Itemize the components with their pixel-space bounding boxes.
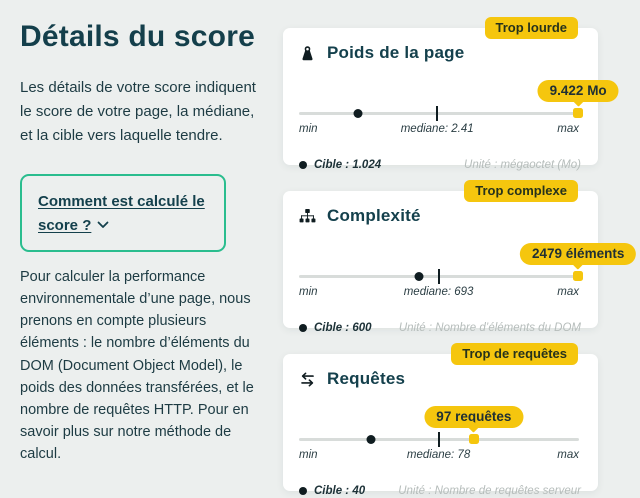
min-label: min [299, 286, 318, 298]
max-label: max [557, 123, 579, 135]
gauge-labels: min mediane: 78 max [299, 449, 581, 464]
mediane-label: mediane: 693 [403, 286, 474, 298]
status-badge: Trop complexe [464, 180, 578, 202]
card-title: Complexité [327, 206, 421, 225]
mediane-label: mediane: 2.41 [400, 123, 474, 135]
mediane-label: mediane: 78 [406, 449, 471, 461]
value-bubble: 2479 éléments [520, 243, 637, 265]
min-label: min [299, 449, 318, 461]
card-page-weight: Trop lourde Poids de la page 9.422 Mo mi… [283, 17, 619, 171]
value-bubble: 9.422 Mo [537, 80, 619, 102]
card-header: Requêtes [299, 369, 581, 389]
page-title: Détails du score [20, 20, 255, 53]
cible-dot-icon [299, 487, 307, 495]
how-score-calculated-button[interactable]: Comment est calculé le score ? [20, 174, 226, 253]
page-weight-gauge: 9.422 Mo [299, 80, 619, 121]
min-label: min [299, 123, 318, 135]
cible-label: Cible : 600 [299, 322, 372, 334]
cible-label: Cible : 1.024 [299, 159, 381, 171]
left-panel: Détails du score Les détails de votre sc… [20, 18, 268, 498]
card-requests: Trop de requêtes Requêtes 97 requêtes mi… [283, 343, 598, 497]
card-footer: Cible : 1.024 Unité : mégaoctet (Mo) [299, 159, 581, 171]
card-header: Complexité [299, 206, 581, 226]
unit-label: Unité : mégaoctet (Mo) [464, 159, 581, 171]
metrics-panel: Trop lourde Poids de la page 9.422 Mo mi… [283, 17, 637, 498]
cible-dot-icon [299, 161, 307, 169]
card-header: Poids de la page [299, 43, 581, 63]
complexity-gauge: 2479 éléments [299, 243, 637, 284]
requests-gauge: 97 requêtes [299, 406, 581, 447]
cible-label: Cible : 40 [299, 485, 365, 497]
value-marker [573, 108, 584, 118]
exchange-arrows-icon [299, 371, 316, 388]
gauge-track [299, 112, 579, 115]
unit-label: Unité : Nombre d’éléments du DOM [398, 322, 581, 334]
sitemap-icon [299, 208, 316, 225]
cible-text: Cible : 1.024 [314, 159, 382, 171]
status-badge: Trop lourde [484, 17, 578, 39]
cible-marker [353, 109, 363, 118]
gauge-labels: min mediane: 2.41 max [299, 123, 581, 138]
cible-text: Cible : 600 [314, 322, 372, 334]
cible-marker [366, 435, 376, 444]
gauge-labels: min mediane: 693 max [299, 286, 581, 301]
max-label: max [557, 449, 579, 461]
chevron-down-icon [97, 214, 109, 237]
method-text: Pour calculer la performance environneme… [20, 269, 254, 462]
value-bubble: 97 requêtes [424, 406, 524, 428]
card-footer: Cible : 40 Unité : Nombre de requêtes se… [299, 485, 581, 497]
mediane-marker [437, 269, 440, 284]
card-title: Requêtes [327, 369, 406, 388]
max-label: max [557, 286, 579, 298]
card-footer: Cible : 600 Unité : Nombre d’éléments du… [299, 322, 581, 334]
unit-label: Unité : Nombre de requêtes serveur [398, 485, 581, 497]
intro-text: Les détails de votre score indiquent le … [20, 79, 256, 145]
card-title: Poids de la page [327, 43, 465, 62]
mediane-marker [436, 106, 439, 121]
cible-dot-icon [299, 324, 307, 332]
value-marker [468, 434, 479, 444]
how-score-calculated-label: Comment est calculé le score ? [38, 193, 205, 234]
mediane-marker [437, 432, 440, 447]
value-marker [573, 271, 584, 281]
cible-text: Cible : 40 [314, 485, 366, 497]
status-badge: Trop de requêtes [451, 343, 578, 365]
card-complexity: Trop complexe Complexité 2479 éléments m… [283, 180, 637, 334]
weight-icon [299, 45, 316, 62]
cible-marker [414, 272, 424, 281]
